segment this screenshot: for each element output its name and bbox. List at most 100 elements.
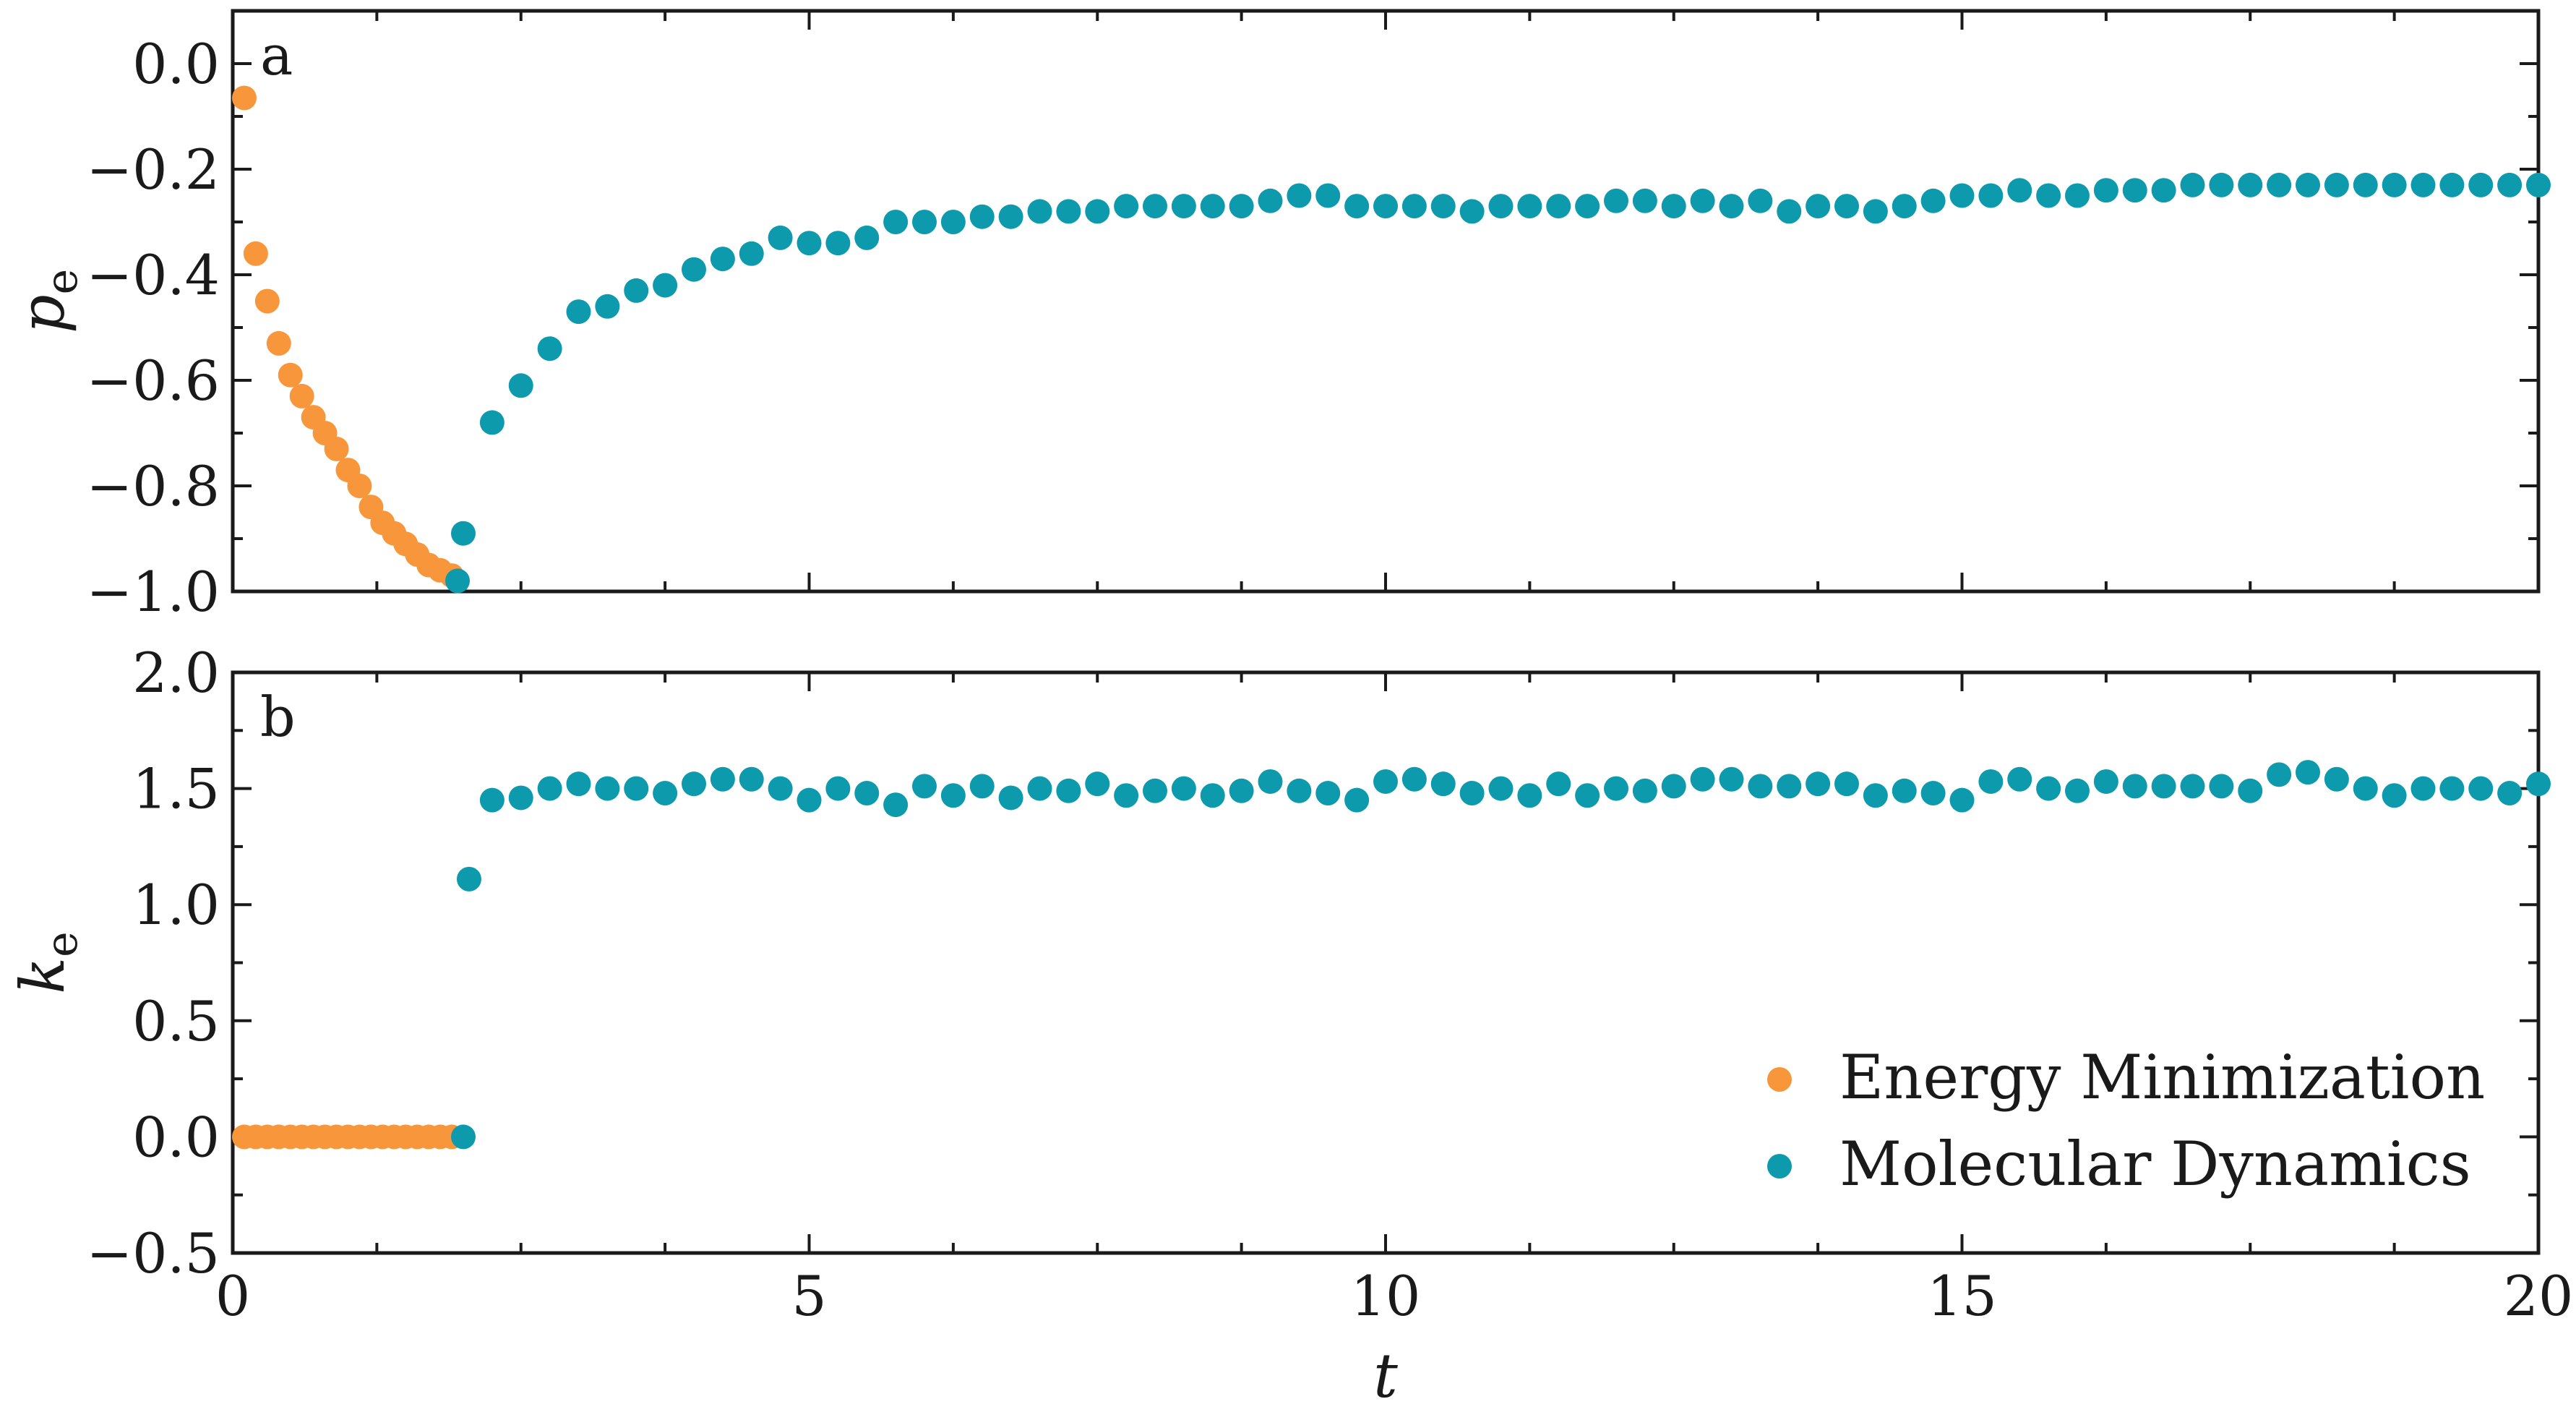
data-point (2382, 783, 2407, 808)
data-point (451, 1124, 476, 1150)
data-point (2353, 776, 2378, 801)
legend-label: Molecular Dynamics (1839, 1129, 2471, 1199)
data-point (1315, 183, 1341, 208)
panel-label: b (260, 685, 296, 749)
series-energy-minimization (231, 1124, 465, 1150)
x-tick-label: 15 (1927, 1264, 1997, 1328)
data-point (2093, 769, 2118, 794)
data-point (508, 373, 533, 398)
data-point (1401, 194, 1427, 219)
data-point (969, 774, 995, 799)
data-point (1748, 774, 1773, 799)
data-point (1604, 776, 1628, 801)
data-point (1056, 199, 1081, 224)
data-point (1546, 771, 1571, 797)
data-point (1114, 783, 1139, 808)
data-point (998, 204, 1023, 229)
data-point (1229, 778, 1254, 803)
data-point (1056, 778, 1081, 803)
data-point (2036, 776, 2061, 801)
data-point (1834, 771, 1859, 797)
x-axis-label: t (1373, 1340, 1398, 1411)
data-point (1748, 188, 1773, 213)
data-point (2122, 178, 2147, 203)
y-axis-label: ke (7, 931, 87, 993)
data-point (940, 210, 966, 234)
data-points (231, 85, 2551, 594)
shared-labels: t (1373, 1340, 1398, 1411)
data-point (797, 787, 822, 813)
data-point (1892, 194, 1917, 219)
y-axis-label: pe (7, 269, 87, 333)
data-point (1430, 194, 1456, 219)
data-point (2209, 172, 2234, 197)
data-point (1575, 783, 1600, 808)
y-tick-label: −0.6 (86, 348, 220, 413)
data-point (1806, 771, 1831, 797)
data-point (289, 383, 314, 409)
data-point (1834, 194, 1859, 219)
data-point (456, 866, 481, 891)
data-point (624, 776, 649, 801)
data-point (1258, 769, 1283, 794)
data-point (1459, 781, 1485, 806)
data-point (2296, 172, 2320, 197)
data-point (1085, 199, 1110, 224)
data-point (566, 299, 591, 325)
y-tick-label: −0.4 (86, 243, 220, 307)
data-point (883, 210, 909, 234)
data-point (2209, 774, 2234, 799)
y-tick-label: 0.0 (132, 32, 220, 96)
data-point (1258, 188, 1283, 213)
data-point (2238, 172, 2263, 197)
y-tick-label: 0.5 (132, 989, 220, 1053)
data-point (1719, 194, 1744, 219)
data-point (1430, 771, 1456, 797)
data-point (2007, 178, 2032, 203)
data-point (1806, 194, 1831, 219)
data-point (1027, 776, 1052, 801)
data-point (1978, 183, 2004, 208)
legend: Energy Minimization Molecular Dynamics (1767, 1042, 2485, 1199)
data-point (1344, 194, 1370, 219)
data-point (1200, 783, 1225, 808)
data-point (1690, 188, 1715, 213)
legend-marker (1767, 1067, 1792, 1092)
data-point (1344, 787, 1370, 813)
panel-a: 0.0 −0.2 −0.4 −0.6 −0.8 −1.0 a pe (7, 9, 2551, 624)
data-point (1287, 183, 1312, 208)
data-point (2065, 778, 2090, 803)
data-point (2151, 774, 2176, 799)
data-point (2036, 183, 2061, 208)
data-point (1920, 188, 1946, 213)
data-points (231, 760, 2551, 1150)
data-point (2353, 172, 2378, 197)
data-point (710, 247, 735, 272)
data-point (1690, 766, 1715, 792)
data-point (1373, 769, 1398, 794)
data-point (537, 776, 562, 801)
data-point (1373, 194, 1398, 219)
legend-marker (1767, 1154, 1792, 1179)
data-point (1575, 194, 1600, 219)
data-point (1546, 194, 1571, 219)
panel-b: 2.0 1.5 1.0 0.5 0.0 −0.50 5 10 15 20 b ke Energy Min… (7, 641, 2573, 1328)
data-point (1315, 781, 1341, 806)
data-point (825, 776, 851, 801)
data-point (2007, 766, 2032, 792)
data-point (739, 241, 764, 266)
data-point (2468, 172, 2494, 197)
data-point (1661, 774, 1686, 799)
legend-label: Energy Minimization (1839, 1042, 2485, 1113)
data-point (243, 241, 268, 266)
data-point (2065, 183, 2090, 208)
y-tick-label: −0.5 (86, 1221, 220, 1286)
series-energy-minimization (231, 85, 465, 589)
data-point (231, 85, 257, 111)
y-tick-label: 1.5 (132, 757, 220, 821)
data-point (2468, 776, 2494, 801)
y-axis-label-symbol: p (7, 294, 78, 333)
data-point (998, 785, 1023, 810)
data-point (797, 231, 822, 256)
